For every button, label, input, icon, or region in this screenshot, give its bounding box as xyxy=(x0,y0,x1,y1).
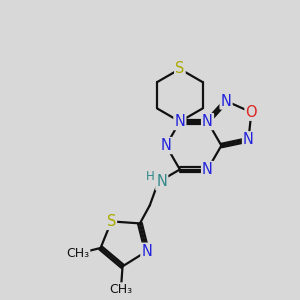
Text: S: S xyxy=(175,61,184,76)
Text: N: N xyxy=(202,114,213,129)
Text: CH₃: CH₃ xyxy=(109,283,133,296)
Text: N: N xyxy=(202,162,213,177)
Text: O: O xyxy=(245,105,257,120)
Text: N: N xyxy=(220,94,232,109)
Text: CH₃: CH₃ xyxy=(66,247,89,260)
Text: N: N xyxy=(243,132,254,147)
Text: N: N xyxy=(174,114,185,129)
Text: N: N xyxy=(160,138,172,153)
Text: S: S xyxy=(106,214,116,229)
Text: N: N xyxy=(141,244,152,259)
Text: H: H xyxy=(146,170,154,183)
Text: N: N xyxy=(156,175,167,190)
